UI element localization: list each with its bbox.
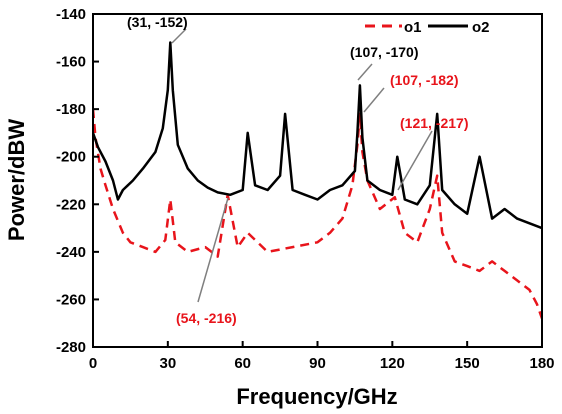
x-tick-label: 60 [234,355,251,372]
y-tick-label: -260 [56,291,86,308]
y-tick-label: -140 [56,6,86,23]
annotation-107-170: (107, -170) [350,44,418,60]
series-line-o1 [93,108,542,319]
ticks-layer: 0 30 60 90 120 150 180 -140 -160 -180 -200 -220 -240… [56,6,555,372]
annotation-107-182: (107, -182) [390,72,458,88]
y-axis-title: Power/dBW [4,119,29,241]
y-tick-label: -220 [56,196,86,213]
x-tick-label: 120 [380,355,405,372]
x-axis-title: Frequency/GHz [236,384,397,409]
annotation-121-217: (121, -217) [400,115,468,131]
y-tick-label: -240 [56,244,86,261]
legend-label-o2: o2 [472,19,490,36]
annotation-layer: (31, -152) (107, -170) (107, -182) (121,… [127,14,468,326]
series-layer [93,41,542,319]
leader-line-121-217 [397,130,433,191]
y-tick-label: -280 [56,339,86,356]
y-tick-label: -200 [56,149,86,166]
legend: o1 o2 [365,19,490,36]
x-tick-label: 30 [159,355,176,372]
leader-line-31-152 [171,28,187,44]
x-tick-label: 0 [89,355,97,372]
y-tick-label: -180 [56,101,86,118]
leader-line-107-170 [357,63,373,81]
series-line-o2 [93,41,542,230]
leader-line-107-182 [363,87,385,113]
x-tick-label: 180 [529,355,554,372]
leader-line-54-216 [197,197,229,303]
legend-label-o1: o1 [404,19,422,36]
annotation-31-152: (31, -152) [127,14,188,30]
x-tick-label: 150 [455,355,480,372]
annotation-54-216: (54, -216) [176,310,237,326]
y-tick-label: -160 [56,54,86,71]
x-tick-label: 90 [309,355,326,372]
